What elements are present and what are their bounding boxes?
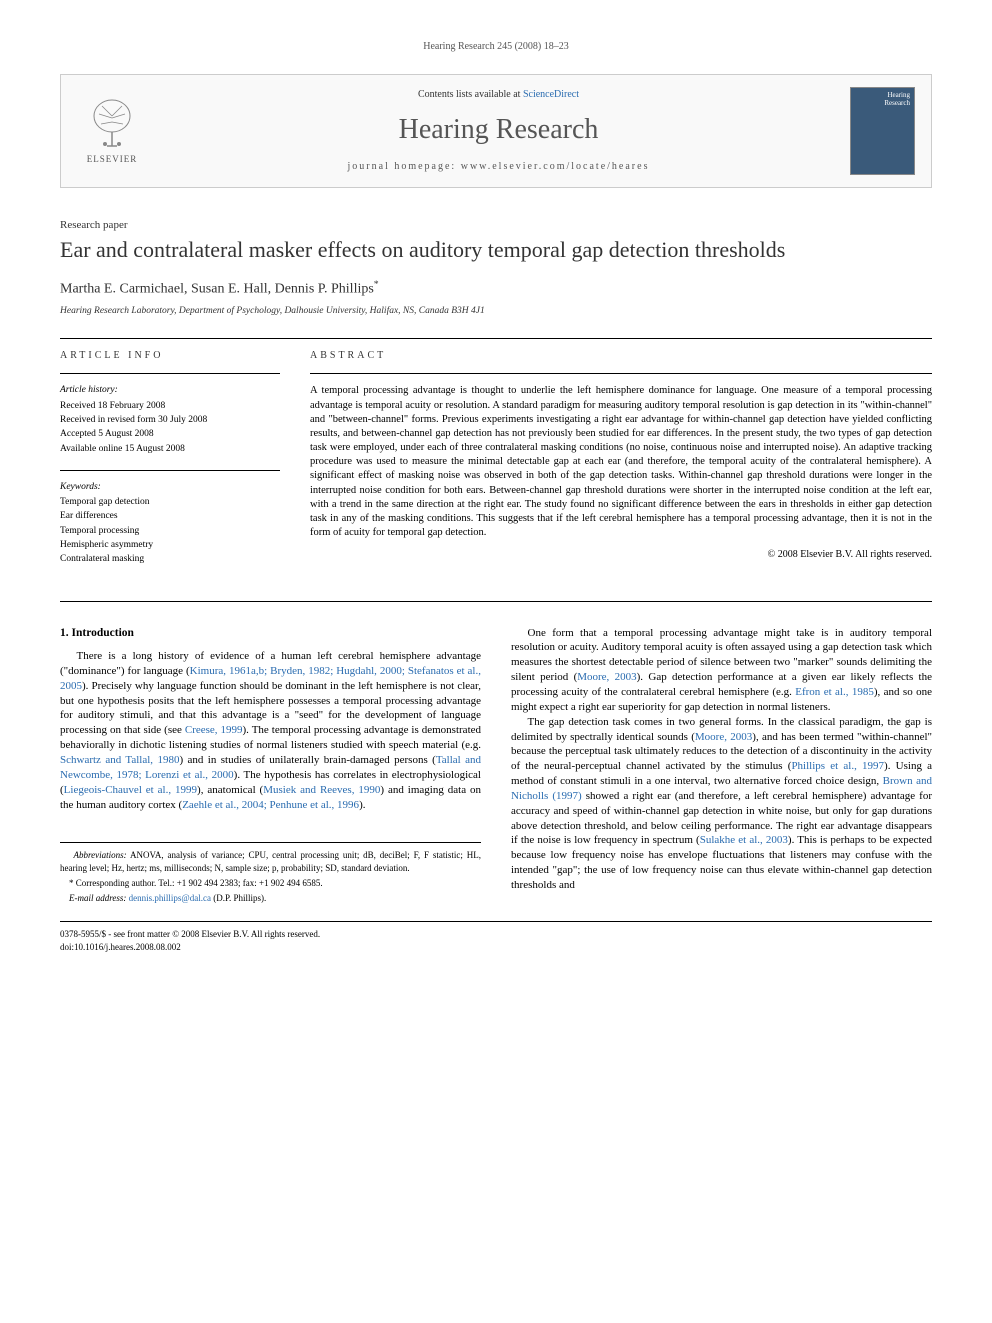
history-line: Received in revised form 30 July 2008 — [60, 414, 280, 427]
abstract-copyright: © 2008 Elsevier B.V. All rights reserved… — [310, 548, 932, 562]
abstract-text: A temporal processing advantage is thoug… — [310, 384, 932, 540]
history-line: Received 18 February 2008 — [60, 400, 280, 413]
rule-bottom — [60, 601, 932, 602]
authors-line: Martha E. Carmichael, Susan E. Hall, Den… — [60, 278, 932, 299]
rule-top — [60, 338, 932, 339]
email-person: (D.P. Phillips). — [211, 893, 266, 903]
homepage-prefix: journal homepage: — [348, 161, 461, 172]
footnotes-block: Abbreviations: ANOVA, analysis of varian… — [60, 842, 481, 904]
history-line: Accepted 5 August 2008 — [60, 428, 280, 441]
history-block: Article history: Received 18 February 20… — [60, 384, 280, 455]
body-paragraph: One form that a temporal processing adva… — [511, 626, 932, 715]
body-paragraph: There is a long history of evidence of a… — [60, 649, 481, 812]
article-info-heading: ARTICLE INFO — [60, 349, 280, 363]
history-head: Article history: — [60, 384, 280, 397]
footer-left: 0378-5955/$ - see front matter © 2008 El… — [60, 928, 320, 953]
paper-title: Ear and contralateral masker effects on … — [60, 237, 932, 263]
page-footer: 0378-5955/$ - see front matter © 2008 El… — [60, 921, 932, 953]
corr-text: Tel.: +1 902 494 2383; fax: +1 902 494 6… — [156, 878, 322, 888]
article-info-col: ARTICLE INFO Article history: Received 1… — [60, 349, 280, 580]
elsevier-logo: ELSEVIER — [77, 91, 147, 171]
citation[interactable]: Schwartz and Tallal, 1980 — [60, 754, 179, 766]
section-heading: 1. Introduction — [60, 626, 481, 642]
journal-name: Hearing Research — [167, 110, 830, 149]
text-run: ) and in studies of unilaterally brain-d… — [179, 754, 435, 766]
history-line: Available online 15 August 2008 — [60, 443, 280, 456]
email-label: E-mail address: — [69, 893, 126, 903]
keyword: Contralateral masking — [60, 553, 280, 566]
citation[interactable]: Liegeois-Chauvel et al., 1999 — [64, 784, 197, 796]
text-run: ), anatomical ( — [197, 784, 263, 796]
journal-cover-thumbnail: Hearing Research — [850, 87, 915, 175]
citation[interactable]: Creese, 1999 — [185, 724, 243, 736]
citation[interactable]: Phillips et al., 1997 — [791, 760, 884, 772]
running-head: Hearing Research 245 (2008) 18–23 — [60, 40, 932, 54]
rule-info-2 — [60, 470, 280, 471]
text-run: ). — [359, 799, 365, 811]
sciencedirect-link[interactable]: ScienceDirect — [523, 89, 579, 100]
abstract-heading: ABSTRACT — [310, 349, 932, 363]
corresponding-author-footnote: * Corresponding author. Tel.: +1 902 494… — [60, 877, 481, 889]
abbreviations-footnote: Abbreviations: ANOVA, analysis of varian… — [60, 849, 481, 873]
email-link[interactable]: dennis.phillips@dal.ca — [126, 893, 211, 903]
footer-copyright: 0378-5955/$ - see front matter © 2008 El… — [60, 928, 320, 941]
footer-doi: doi:10.1016/j.heares.2008.08.002 — [60, 941, 320, 954]
abstract-col: ABSTRACT A temporal processing advantage… — [310, 349, 932, 580]
paper-type: Research paper — [60, 218, 932, 233]
journal-banner: ELSEVIER Contents lists available at Sci… — [60, 74, 932, 188]
body-col-right: One form that a temporal processing adva… — [511, 626, 932, 907]
keyword: Hemispheric asymmetry — [60, 539, 280, 552]
info-abstract-row: ARTICLE INFO Article history: Received 1… — [60, 349, 932, 580]
cover-line2: Research — [884, 99, 910, 107]
keyword: Ear differences — [60, 510, 280, 523]
elsevier-tree-icon — [87, 96, 137, 151]
rule-info-1 — [60, 373, 280, 374]
journal-homepage-line: journal homepage: www.elsevier.com/locat… — [167, 160, 830, 174]
rule-abstract — [310, 373, 932, 374]
cover-title: Hearing Research — [884, 92, 910, 107]
authors-names: Martha E. Carmichael, Susan E. Hall, Den… — [60, 281, 374, 296]
body-col-left: 1. Introduction There is a long history … — [60, 626, 481, 907]
keywords-head: Keywords: — [60, 481, 280, 494]
keyword: Temporal gap detection — [60, 496, 280, 509]
corr-author-symbol: * — [374, 279, 379, 290]
keyword: Temporal processing — [60, 525, 280, 538]
citation[interactable]: Moore, 2003 — [695, 731, 752, 743]
affiliation: Hearing Research Laboratory, Department … — [60, 305, 932, 318]
abbrev-label: Abbreviations: — [74, 850, 127, 860]
body-columns: 1. Introduction There is a long history … — [60, 626, 932, 907]
corr-label: * Corresponding author. — [69, 878, 156, 888]
citation[interactable]: Efron et al., 1985 — [795, 686, 874, 698]
keywords-block: Keywords: Temporal gap detection Ear dif… — [60, 481, 280, 567]
banner-center: Contents lists available at ScienceDirec… — [167, 88, 830, 173]
homepage-url[interactable]: www.elsevier.com/locate/heares — [461, 161, 650, 172]
body-paragraph: The gap detection task comes in two gene… — [511, 715, 932, 893]
contents-available-line: Contents lists available at ScienceDirec… — [167, 88, 830, 102]
citation[interactable]: Sulakhe et al., 2003 — [700, 834, 788, 846]
citation[interactable]: Moore, 2003 — [577, 671, 636, 683]
citation[interactable]: Zaehle et al., 2004; Penhune et al., 199… — [182, 799, 359, 811]
publisher-name: ELSEVIER — [87, 153, 138, 166]
email-footnote: E-mail address: dennis.phillips@dal.ca (… — [60, 892, 481, 904]
citation[interactable]: Musiek and Reeves, 1990 — [263, 784, 380, 796]
contents-prefix: Contents lists available at — [418, 89, 523, 100]
